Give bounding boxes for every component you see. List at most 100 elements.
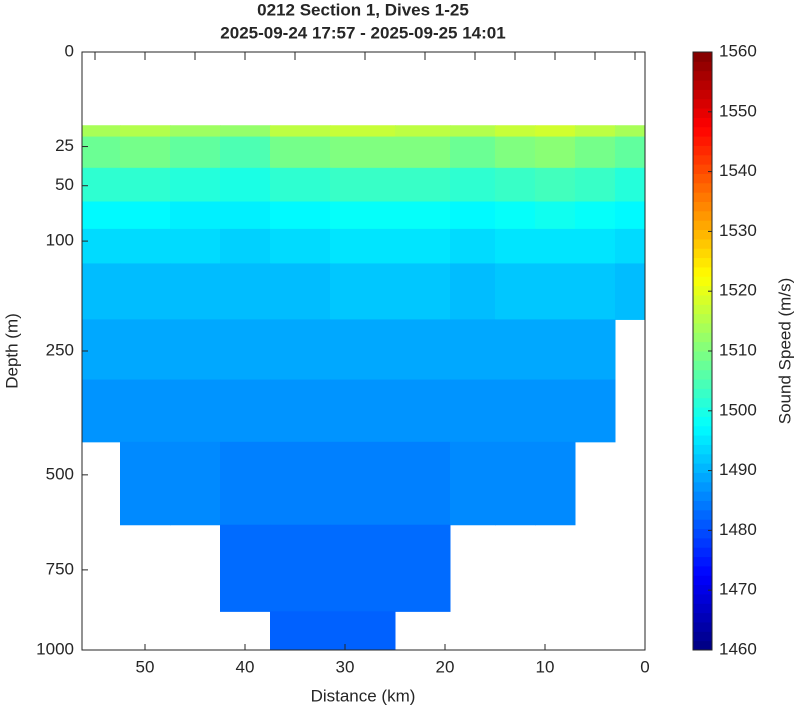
section-cell [575, 167, 616, 202]
section-cell [395, 319, 451, 381]
colorbar-step [693, 360, 712, 371]
colorbar-tick-label: 1530 [719, 221, 757, 240]
section-cell [395, 524, 451, 612]
section-cell [170, 263, 221, 320]
colorbar-step [693, 463, 712, 473]
section-cell [450, 263, 496, 320]
y-axis-label: Depth (m) [2, 313, 21, 389]
section-cell [170, 167, 221, 202]
section-cell [330, 611, 396, 651]
section-cell [270, 228, 331, 264]
colorbar-step [693, 285, 712, 296]
section-cell [82, 319, 121, 381]
section-cell [395, 125, 451, 138]
colorbar-step [693, 145, 712, 156]
x-tick-label: 30 [336, 657, 355, 676]
colorbar-step [693, 575, 712, 586]
colorbar-label: Sound Speed (m/s) [775, 278, 794, 424]
section-cell [220, 441, 271, 526]
section-cell [220, 263, 271, 320]
colorbar-step [693, 481, 712, 492]
colorbar-step [693, 584, 712, 595]
x-axis-label: Distance (km) [311, 686, 416, 705]
section-cell [495, 379, 536, 443]
colorbar-step [693, 388, 712, 399]
y-tick-label: 50 [55, 175, 74, 194]
section-cell [330, 319, 396, 381]
colorbar-step [693, 108, 712, 118]
colorbar-step [693, 313, 712, 324]
colorbar-step [693, 444, 712, 455]
section-cell [615, 201, 646, 230]
section-cell [495, 125, 536, 138]
section-cell [615, 125, 646, 138]
colorbar-step [693, 519, 712, 530]
section-cell [120, 228, 171, 264]
section-cell [450, 441, 496, 526]
section-cell [575, 319, 616, 381]
section-cell [270, 125, 331, 138]
section-cell [495, 167, 536, 202]
colorbar-step [693, 182, 712, 193]
section-cell [330, 524, 396, 612]
section-cell [575, 263, 616, 320]
section-cell [270, 441, 331, 526]
section-cell [270, 524, 331, 612]
colorbar-step [693, 332, 712, 343]
colorbar-step [693, 472, 712, 483]
section-cell [615, 228, 646, 264]
section-cell [170, 379, 221, 443]
section-cell [535, 125, 576, 138]
y-tick-label: 500 [46, 464, 74, 483]
section-cell [450, 125, 496, 138]
colorbar-tick-label: 1520 [719, 281, 757, 300]
section-cell [270, 379, 331, 443]
section-cell [82, 167, 121, 202]
x-tick-label: 50 [136, 657, 155, 676]
section-cell [170, 125, 221, 138]
colorbar-step [693, 322, 712, 333]
colorbar-step [693, 136, 712, 146]
colorbar-step [693, 509, 712, 520]
colorbar-tick-label: 1560 [719, 41, 757, 60]
section-cell [395, 136, 451, 169]
x-tick-label: 20 [436, 657, 455, 676]
colorbar-step [693, 229, 712, 240]
section-cell [270, 201, 331, 230]
section-cell [535, 201, 576, 230]
section-cell [120, 319, 171, 381]
section-cell [450, 136, 496, 169]
colorbar-step [693, 304, 712, 315]
colorbar-step [693, 528, 712, 539]
colorbar-step [693, 248, 712, 259]
section-cell [495, 263, 536, 320]
section-cell [495, 201, 536, 230]
section-cell [170, 319, 221, 381]
section-cell [575, 201, 616, 230]
colorbar-step [693, 603, 712, 614]
colorbar-step [693, 257, 712, 268]
colorbar-step [693, 556, 712, 567]
section-cell [270, 319, 331, 381]
colorbar-tick-label: 1550 [719, 101, 757, 120]
y-tick-label: 750 [46, 559, 74, 578]
section-cell [495, 441, 536, 526]
section-cell [535, 167, 576, 202]
section-cell [330, 125, 396, 138]
colorbar-step [693, 220, 712, 231]
section-cell [120, 201, 171, 230]
section-cell [535, 263, 576, 320]
colorbar-tick-label: 1470 [719, 580, 757, 599]
colorbar-tick-label: 1540 [719, 161, 757, 180]
section-cell [170, 136, 221, 169]
section-cell [330, 441, 396, 526]
colorbar-step [693, 565, 712, 576]
section-cell [82, 379, 121, 443]
section-cell [120, 441, 171, 526]
colorbar-step [693, 210, 712, 221]
section-cell [170, 201, 221, 230]
section-cell [220, 228, 271, 264]
colorbar-step [693, 631, 712, 642]
colorbar-tick-label: 1490 [719, 460, 757, 479]
section-cell [170, 441, 221, 526]
